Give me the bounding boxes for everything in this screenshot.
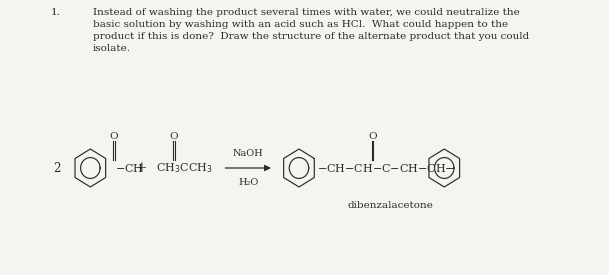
Text: +: + (136, 161, 147, 175)
Text: 2: 2 (53, 161, 60, 175)
Text: CH$_3$CCH$_3$: CH$_3$CCH$_3$ (155, 161, 212, 175)
Text: O: O (368, 132, 377, 141)
Text: H₂O: H₂O (238, 178, 258, 187)
Text: $-$CH: $-$CH (116, 162, 144, 174)
Text: Instead of washing the product several times with water, we could neutralize the: Instead of washing the product several t… (93, 8, 520, 17)
Text: O: O (170, 132, 178, 141)
Text: basic solution by washing with an acid such as HCl.  What could happen to the: basic solution by washing with an acid s… (93, 20, 509, 29)
Text: NaOH: NaOH (233, 149, 264, 158)
Text: product if this is done?  Draw the structure of the alternate product that you c: product if this is done? Draw the struct… (93, 32, 529, 41)
Text: O: O (110, 132, 118, 141)
Text: isolate.: isolate. (93, 44, 131, 53)
Text: dibenzalacetone: dibenzalacetone (347, 201, 433, 210)
Text: $-$CH$-$CH$-$C$-$CH$-$CH$-$: $-$CH$-$CH$-$C$-$CH$-$CH$-$ (317, 162, 455, 174)
Text: 1.: 1. (51, 8, 61, 17)
